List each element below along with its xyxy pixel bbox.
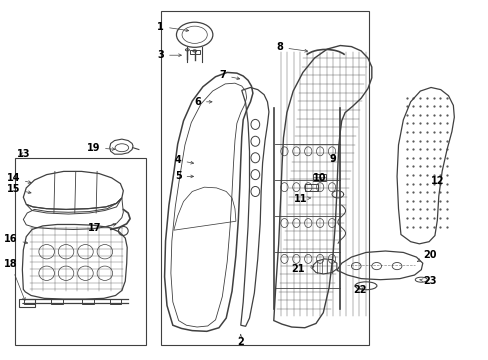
Bar: [189, 50, 200, 54]
Bar: [82, 299, 94, 304]
Text: 23: 23: [419, 276, 435, 286]
Text: 19: 19: [86, 143, 115, 153]
Text: 9: 9: [328, 154, 335, 164]
Text: 8: 8: [276, 42, 307, 52]
Text: 22: 22: [352, 285, 366, 296]
Bar: [304, 184, 318, 191]
Bar: [51, 299, 63, 304]
Text: 15: 15: [6, 184, 31, 194]
Text: 18: 18: [4, 259, 25, 300]
Text: 3: 3: [157, 50, 181, 60]
Text: 13: 13: [17, 149, 30, 159]
Text: 2: 2: [237, 334, 244, 347]
Text: 16: 16: [4, 234, 28, 244]
Text: 14: 14: [6, 173, 31, 183]
Text: 10: 10: [312, 173, 325, 183]
Text: 20: 20: [417, 249, 435, 261]
Bar: [161, 12, 368, 345]
Text: 17: 17: [87, 224, 116, 233]
Text: 7: 7: [219, 70, 239, 80]
Bar: [24, 299, 36, 304]
Text: 12: 12: [430, 176, 443, 186]
Text: 1: 1: [157, 22, 188, 32]
Bar: [109, 299, 121, 304]
Text: 4: 4: [174, 155, 193, 165]
Text: 11: 11: [294, 194, 310, 204]
Bar: [312, 174, 325, 181]
Text: 5: 5: [174, 171, 193, 181]
Text: 6: 6: [194, 97, 212, 107]
Text: 21: 21: [291, 264, 313, 274]
Bar: [15, 158, 146, 345]
